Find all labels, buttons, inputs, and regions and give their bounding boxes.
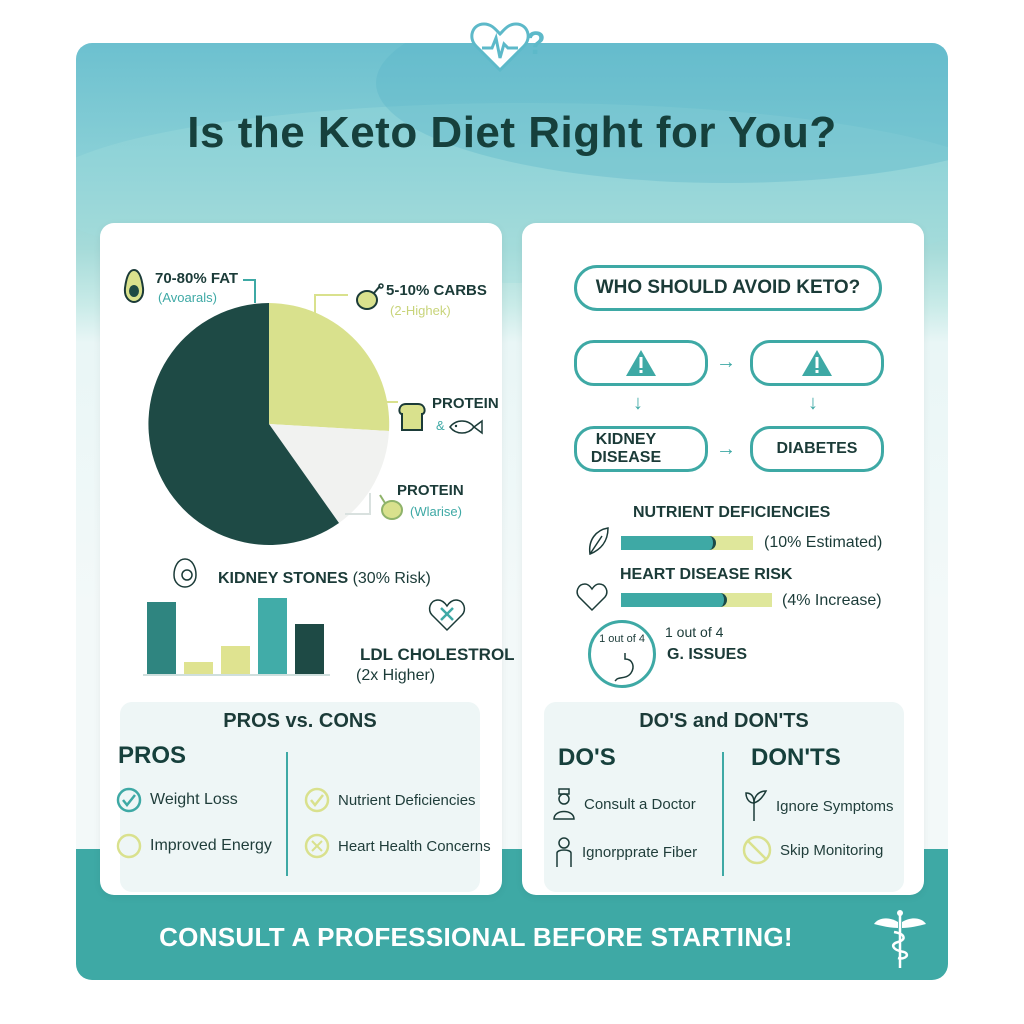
dos-donts-panel: DO'S and DON'TS DO'S DON'TS Consult a Do… — [544, 702, 904, 892]
kidney-bar-chart — [143, 598, 330, 676]
warning-box — [750, 340, 884, 386]
leader-line — [368, 401, 398, 403]
con-item: Nutrient Deficiencies — [304, 787, 476, 813]
gi-circle-text: 1 out of 4 — [599, 633, 645, 645]
dont-label: Ignore Symptoms — [776, 797, 894, 815]
check-circle-icon — [116, 787, 142, 813]
chicken-leg-icon — [379, 494, 403, 520]
page-title: Is the Keto Diet Right for You? — [187, 108, 837, 157]
do-item: Consult a Doctor — [552, 787, 696, 821]
heart-icon — [576, 583, 608, 612]
caduceus-icon — [874, 910, 926, 968]
protein-sublabel-2: (Wlarise) — [410, 504, 462, 519]
doctor-icon — [553, 788, 575, 820]
ldl-label: LDL CHOLESTROL — [360, 645, 515, 664]
avocado-icon — [123, 268, 145, 304]
warning-icon — [626, 350, 656, 376]
column-divider — [722, 752, 724, 876]
axis-line — [143, 674, 330, 676]
do-label: Ignorpprate Fiber — [582, 843, 698, 861]
carbs-label: 5-10% CARBS — [386, 282, 487, 299]
footer-banner-text: CONSULT A PROFESSIONAL BEFORE STARTING! — [159, 922, 793, 952]
kidney-stones-value: (30% Risk) — [352, 570, 431, 587]
person-icon — [556, 837, 572, 867]
heart-pulse-question-icon: ? — [470, 22, 546, 73]
pros-title: PROS — [118, 742, 187, 769]
dont-item: Ignore Symptoms — [744, 789, 894, 823]
leader-line — [369, 493, 371, 515]
dont-item: Skip Monitoring — [742, 835, 883, 865]
heart-progress-bar — [621, 593, 772, 607]
pro-label: Improved Energy — [150, 837, 272, 854]
x-circle-icon — [304, 833, 330, 859]
nutrient-progress-bar — [621, 536, 753, 550]
progress-fill — [621, 593, 727, 607]
do-item: Ignorpprate Fiber — [554, 835, 697, 869]
arrow-down-icon: ↓ — [808, 392, 818, 414]
dos-donts-title: DO'S and DON'TS — [639, 710, 809, 732]
leader-line — [314, 294, 348, 296]
fat-sublabel: (Avoarals) — [158, 290, 218, 305]
column-divider — [286, 752, 288, 876]
bar — [147, 602, 176, 674]
leader-line — [345, 513, 370, 515]
diabetes-box: DIABETES — [750, 426, 884, 472]
arrow-right-icon: → — [716, 351, 736, 373]
fish-icon — [449, 419, 483, 435]
circle-icon — [116, 833, 142, 859]
leader-line — [254, 279, 256, 303]
con-label: Nutrient Deficiencies — [338, 791, 476, 809]
donts-title: DON'TS — [751, 744, 841, 771]
gi-line2: G. ISSUES — [667, 646, 748, 663]
progress-fill — [621, 536, 717, 550]
protein-label-2: PROTEIN — [397, 482, 464, 499]
gi-line1: 1 out of 4 — [665, 624, 724, 640]
heart-disease-label: HEART DISEASE RISK — [620, 566, 793, 583]
who-should-avoid-title: WHO SHOULD AVOID KETO? — [574, 265, 882, 311]
kidney-icon — [173, 558, 197, 588]
heart-value: (4% Increase) — [782, 592, 882, 609]
kidney-disease-box: KIDNEY DISEASE — [574, 426, 708, 472]
do-label: Consult a Doctor — [584, 795, 696, 813]
check-circle-icon — [304, 787, 330, 813]
bar — [295, 624, 324, 674]
dos-title: DO'S — [558, 744, 616, 771]
fat-label: 70-80% FAT — [155, 270, 239, 287]
kidney-stones-label: KIDNEY STONES — [218, 570, 349, 587]
leader-line — [243, 279, 255, 281]
chicken-leg-icon — [356, 283, 384, 310]
bar — [221, 646, 250, 674]
leaf-icon — [588, 527, 609, 556]
bar — [258, 598, 287, 674]
macro-pie-chart — [148, 303, 390, 545]
nutrient-deficiencies-label: NUTRIENT DEFICIENCIES — [633, 504, 831, 521]
pro-item: Improved Energy — [116, 833, 272, 859]
protein-ampersand: & — [436, 418, 445, 433]
prohibited-icon — [742, 835, 772, 865]
leader-line — [314, 294, 316, 314]
pros-cons-title: PROS vs. CONS — [223, 710, 377, 732]
ldl-value: (2x Higher) — [356, 667, 436, 684]
pros-cons-panel: PROS vs. CONS PROS Weight Loss Improved … — [116, 702, 491, 892]
pro-item: Weight Loss — [116, 787, 238, 813]
arrow-down-icon: ↓ — [633, 392, 643, 414]
warning-box — [574, 340, 708, 386]
bread-icon — [398, 403, 426, 431]
sprout-icon — [745, 790, 768, 821]
stomach-icon — [614, 653, 634, 682]
con-label: Heart Health Concerns — [338, 837, 491, 855]
heart-x-icon — [428, 599, 466, 632]
carbs-sublabel: (2-Highek) — [390, 303, 451, 318]
pro-label: Weight Loss — [150, 791, 238, 808]
warning-icon — [802, 350, 832, 376]
gi-circle: 1 out of 4 — [588, 620, 656, 688]
dont-label: Skip Monitoring — [780, 841, 884, 859]
kidney-stones-row: KIDNEY STONES (30% Risk) — [218, 570, 431, 588]
con-item: Heart Health Concerns — [304, 833, 491, 859]
svg-text:?: ? — [526, 25, 546, 61]
protein-label: PROTEIN — [432, 395, 499, 412]
bar — [184, 662, 213, 674]
arrow-right-icon: → — [716, 438, 736, 460]
nutrient-value: (10% Estimated) — [764, 534, 883, 551]
